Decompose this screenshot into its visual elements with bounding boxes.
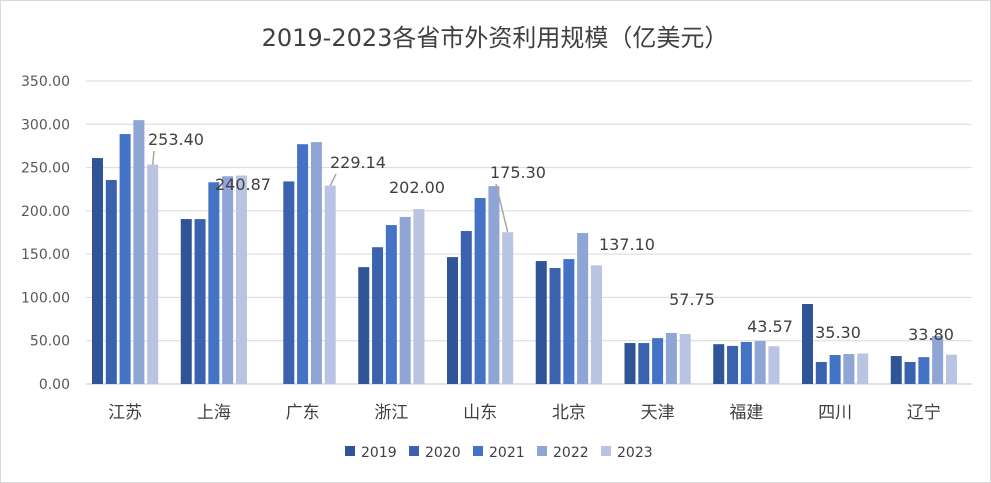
bar-2021 [474,198,486,384]
y-tick-label: 350.00 [21,74,70,90]
bar-2022 [222,176,234,384]
leader-line [495,183,509,233]
bar-2019 [802,304,813,384]
bar-2019 [624,343,636,384]
bar-2019 [92,158,103,384]
bar-2021 [829,354,841,384]
legend-swatch-2022 [537,446,547,456]
data-label: 137.10 [599,235,655,254]
bar-2019 [358,267,370,384]
bar-2023 [679,334,691,384]
legend-label: 2022 [553,445,589,461]
bar-2023 [502,232,514,384]
bar-2023 [590,265,602,384]
y-tick-label: 0.00 [39,377,70,393]
bar-2021 [297,144,309,384]
legend-label: 2020 [425,445,461,461]
bar-2022 [488,186,500,384]
bar-2021 [208,182,220,384]
bar-2020 [904,362,916,384]
bar-2021 [385,225,397,384]
bar-2020 [283,181,295,384]
bar-2022 [577,233,589,384]
legend-label: 2021 [489,445,525,461]
bar-2022 [843,354,855,384]
bar-2023 [857,353,869,384]
bar-2019 [447,257,458,384]
bar-2022 [665,332,677,384]
legend-label: 2023 [617,445,653,461]
data-label: 229.14 [330,153,386,172]
y-tick-label: 250.00 [21,161,70,177]
bar-2023 [147,164,159,384]
bar-2021 [652,338,664,384]
leader-line [151,150,155,165]
data-label: 33.80 [908,325,954,344]
bar-2023 [235,175,247,384]
bar-2022 [133,120,145,385]
x-category-label: 辽宁 [907,403,941,423]
bar-2020 [105,180,117,384]
bar-2021 [740,342,752,384]
leader-line [329,173,337,186]
bar-2021 [918,357,930,384]
legend-swatch-2021 [473,446,483,456]
x-category-label: 江苏 [108,403,142,423]
x-category-label: 浙江 [374,403,408,423]
x-category-label: 北京 [552,403,586,423]
bar-2020 [194,219,206,384]
legend-label: 2019 [361,445,397,461]
bar-2020 [372,247,384,384]
bar-2022 [310,142,322,384]
y-tick-label: 150.00 [21,247,70,263]
bar-2022 [754,341,766,384]
data-label: 240.87 [215,175,271,194]
bar-2019 [890,356,902,384]
legend-swatch-2019 [345,446,355,456]
legend-swatch-2023 [601,446,611,456]
x-category-label: 福建 [729,403,763,423]
chart-title: 2019-2023各省市外资利用规模（亿美元） [262,24,729,52]
bar-2020 [727,345,739,384]
bar-2020 [638,343,650,384]
bar-2023 [768,346,780,384]
y-tick-label: 200.00 [21,204,70,220]
bar-2021 [563,259,575,384]
bar-2019 [713,344,725,384]
x-category-label: 广东 [286,403,320,423]
x-category-label: 上海 [197,403,231,423]
legend-swatch-2020 [409,446,419,456]
data-label: 57.75 [669,290,715,309]
bar-2019 [535,261,547,384]
x-category-label: 天津 [641,403,675,423]
x-category-label: 山东 [463,403,497,423]
data-label: 253.40 [148,130,204,149]
y-tick-label: 50.00 [30,334,70,350]
bar-2023 [945,354,957,384]
data-label: 35.30 [815,323,861,342]
bar-2020 [815,362,827,384]
x-category-label: 四川 [818,403,852,423]
bar-2023 [413,209,425,384]
data-label: 175.30 [490,163,546,182]
data-label: 202.00 [389,178,445,197]
y-tick-label: 100.00 [21,290,70,306]
bar-2019 [180,219,192,384]
bar-2021 [119,134,131,384]
data-label: 43.57 [747,317,793,336]
bar-2022 [932,336,944,384]
bar-2023 [324,185,336,384]
bar-2022 [399,216,411,384]
y-tick-label: 300.00 [21,117,70,133]
bar-2020 [549,267,561,384]
bar-2020 [460,231,472,384]
